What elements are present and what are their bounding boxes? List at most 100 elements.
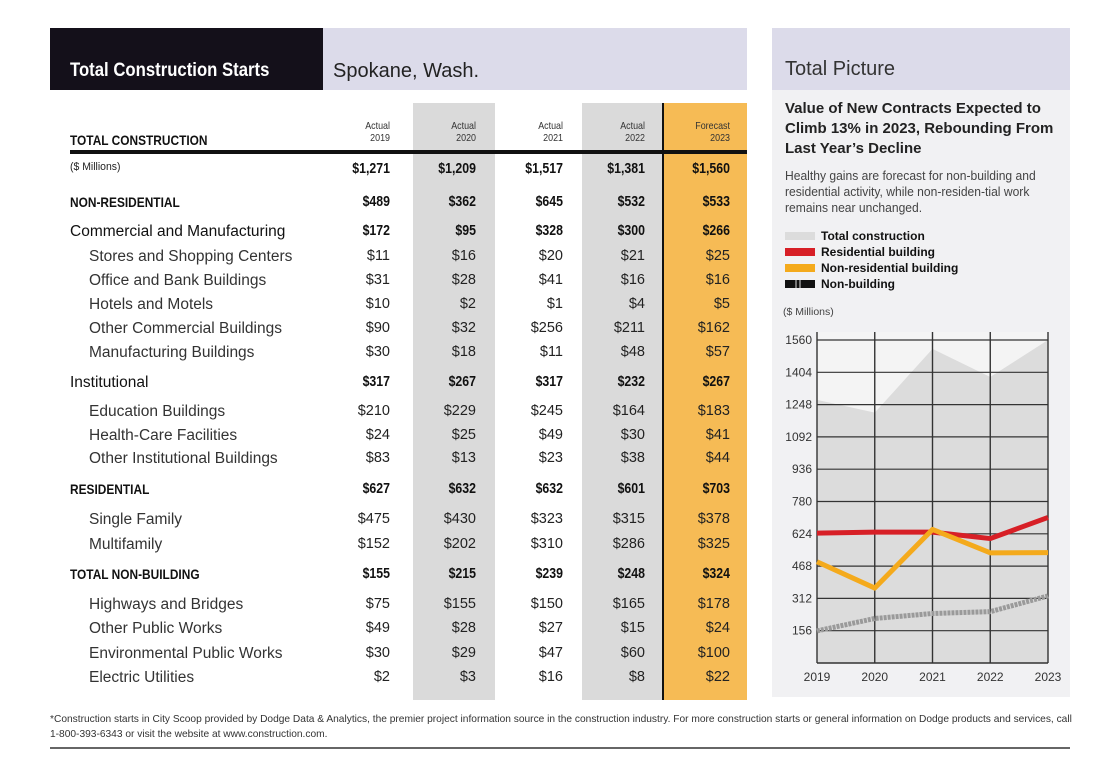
cell-2023: $5 bbox=[713, 296, 730, 312]
cell-2023: $178 bbox=[697, 596, 730, 612]
y-tick-label: 312 bbox=[792, 591, 812, 605]
cell-2022: $286 bbox=[612, 536, 645, 552]
row-label: NON-RESIDENTIAL bbox=[70, 194, 180, 210]
column-band-2022 bbox=[582, 103, 664, 700]
row-label: Health-Care Facilities bbox=[89, 427, 238, 444]
cell-2021: $323 bbox=[530, 511, 563, 527]
cell-2019: $155 bbox=[362, 566, 390, 582]
cell-2023: $24 bbox=[705, 620, 730, 636]
row-label: ($ Millions) bbox=[70, 161, 121, 173]
y-tick-label: 936 bbox=[792, 462, 812, 476]
cell-2019: $210 bbox=[357, 403, 390, 419]
x-tick-label: 2023 bbox=[1035, 670, 1062, 684]
cell-2022: $16 bbox=[620, 272, 645, 288]
cell-2021: $645 bbox=[535, 194, 563, 210]
cell-2019: $90 bbox=[365, 320, 390, 336]
row-label: Other Institutional Buildings bbox=[89, 450, 278, 467]
section-label: TOTAL CONSTRUCTION bbox=[70, 132, 208, 148]
cell-2023: $703 bbox=[702, 481, 730, 497]
cell-2019: $317 bbox=[362, 374, 390, 390]
y-tick-label: 468 bbox=[792, 559, 812, 573]
cell-2022: $1,381 bbox=[607, 161, 645, 177]
cell-2020: $202 bbox=[443, 536, 476, 552]
column-header-2020: Actual 2020 bbox=[417, 120, 476, 144]
cell-2020: $28 bbox=[451, 620, 476, 636]
page-title: Total Construction Starts bbox=[70, 60, 270, 81]
cell-2020: $267 bbox=[448, 374, 476, 390]
cell-2023: $100 bbox=[697, 645, 730, 661]
panel-headline: Value of New Contracts Expected to Climb… bbox=[785, 100, 1054, 157]
cell-2023: $57 bbox=[705, 344, 730, 360]
cell-2021: $1,517 bbox=[525, 161, 563, 177]
cell-2023: $325 bbox=[697, 536, 730, 552]
cell-2022: $4 bbox=[628, 296, 645, 312]
column-year: 2023 bbox=[710, 132, 730, 144]
column-kind: Forecast bbox=[695, 120, 730, 132]
column-kind: Actual bbox=[365, 120, 390, 132]
row-label: Commercial and Manufacturing bbox=[70, 223, 286, 240]
row-label: Other Commercial Buildings bbox=[89, 320, 282, 337]
cell-2023: $183 bbox=[697, 403, 730, 419]
cell-2020: $215 bbox=[448, 566, 476, 582]
legend-item: Total construction bbox=[785, 229, 925, 243]
cell-2019: $1,271 bbox=[352, 161, 390, 177]
x-tick-label: 2020 bbox=[861, 670, 888, 684]
column-header-2023: Forecast 2023 bbox=[671, 120, 730, 144]
cell-2021: $245 bbox=[530, 403, 563, 419]
cell-2019: $31 bbox=[365, 272, 390, 288]
y-tick-label: 1248 bbox=[785, 398, 812, 412]
y-tick-label: 624 bbox=[792, 527, 812, 541]
cell-2021: $310 bbox=[530, 536, 563, 552]
cell-2020: $229 bbox=[443, 403, 476, 419]
cell-2019: $11 bbox=[366, 248, 390, 264]
cell-2019: $83 bbox=[365, 450, 390, 466]
cell-2020: $95 bbox=[455, 223, 476, 239]
footnote: *Construction starts in City Scoop provi… bbox=[50, 714, 1072, 740]
cell-2019: $75 bbox=[365, 596, 390, 612]
cell-2021: $239 bbox=[535, 566, 563, 582]
row-label: Hotels and Motels bbox=[89, 296, 214, 313]
row-label: Environmental Public Works bbox=[89, 645, 283, 662]
cell-2020: $362 bbox=[448, 194, 476, 210]
cell-2021: $20 bbox=[538, 248, 563, 264]
header-title-block bbox=[50, 28, 323, 90]
cell-2023: $533 bbox=[702, 194, 730, 210]
cell-2023: $22 bbox=[705, 669, 730, 685]
cell-2020: $29 bbox=[451, 645, 476, 661]
cell-2021: $632 bbox=[535, 481, 563, 497]
cell-2023: $25 bbox=[705, 248, 730, 264]
row-label: Other Public Works bbox=[89, 620, 223, 637]
cell-2020: $18 bbox=[451, 344, 476, 360]
footer-rule bbox=[50, 747, 1070, 749]
cell-2022: $165 bbox=[612, 596, 645, 612]
cell-2020: $25 bbox=[451, 427, 476, 443]
cell-2023: $267 bbox=[702, 374, 730, 390]
cell-2022: $601 bbox=[617, 481, 645, 497]
cell-2022: $164 bbox=[612, 403, 645, 419]
legend-item: Non-residential building bbox=[785, 261, 958, 275]
column-year: 2019 bbox=[370, 132, 390, 144]
cell-2019: $172 bbox=[362, 223, 390, 239]
legend-label: Total construction bbox=[821, 229, 925, 243]
cell-2020: $430 bbox=[443, 511, 476, 527]
panel-dek: Healthy gains are forecast for non-build… bbox=[785, 168, 1036, 215]
cell-2021: $150 bbox=[530, 596, 563, 612]
legend-item: Residential building bbox=[785, 245, 935, 259]
y-tick-label: 156 bbox=[792, 624, 812, 638]
cell-2022: $15 bbox=[620, 620, 645, 636]
row-label: Single Family bbox=[89, 511, 183, 528]
legend-swatch bbox=[785, 232, 815, 240]
header-city-block bbox=[323, 28, 747, 90]
y-tick-label: 1404 bbox=[785, 365, 812, 379]
header-rule bbox=[70, 150, 747, 154]
row-label: Office and Bank Buildings bbox=[89, 272, 267, 289]
cell-2020: $16 bbox=[451, 248, 476, 264]
column-header-2022: Actual 2022 bbox=[586, 120, 645, 144]
column-band-2020 bbox=[413, 103, 495, 700]
cell-2020: $32 bbox=[451, 320, 476, 336]
cell-2023: $1,560 bbox=[692, 161, 730, 177]
row-label: Education Buildings bbox=[89, 403, 226, 420]
city-name: Spokane, Wash. bbox=[333, 60, 480, 82]
cell-2019: $489 bbox=[362, 194, 390, 210]
